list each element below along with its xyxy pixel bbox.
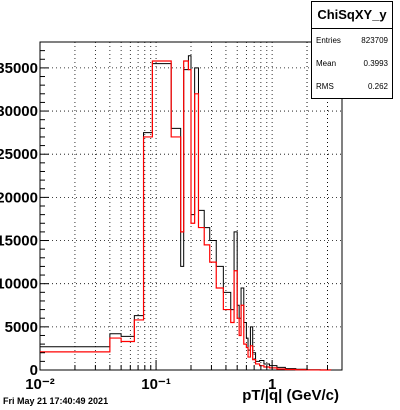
y-tick-label: 25000 — [0, 146, 38, 163]
x-tick-label: 1 — [268, 376, 276, 393]
axis-ticks: 5000 10000 15000 20000 25000 30000 35000 010⁻² 1… — [0, 41, 343, 393]
x-tick-label: 10⁻² — [25, 376, 55, 393]
stats-value: 823709 — [361, 36, 388, 45]
stats-label: Mean — [316, 59, 337, 68]
y-tick-label: 35000 — [0, 60, 38, 77]
y-tick-label: 0 — [30, 362, 38, 379]
stats-row-entries: Entries 823709 — [312, 29, 392, 52]
x-axis-title: pT/|q| (GeV/c) — [242, 387, 339, 404]
stats-row-mean: Mean 0.3993 — [312, 52, 392, 75]
x-tick-label: 10⁻¹ — [141, 376, 171, 393]
y-tick-label: 10000 — [0, 276, 38, 293]
stats-value: 0.3993 — [363, 59, 388, 68]
series-layer — [40, 55, 332, 371]
timestamp: Fri May 21 17:40:49 2021 — [3, 396, 109, 406]
y-tick-label: 30000 — [0, 103, 38, 120]
stats-box: ChiSqXY_y Entries 823709 Mean 0.3993 RMS… — [311, 1, 393, 99]
y-tick-label: 5000 — [5, 319, 38, 336]
y-tick-label: 15000 — [0, 233, 38, 250]
y-tick-label: 20000 — [0, 189, 38, 206]
stats-title: ChiSqXY_y — [312, 2, 392, 29]
stats-row-rms: RMS 0.262 — [312, 75, 392, 98]
series-red-line — [40, 60, 332, 371]
series-black-line — [40, 55, 332, 371]
stats-label: Entries — [316, 36, 341, 45]
stats-value: 0.262 — [367, 82, 388, 91]
stats-label: RMS — [316, 82, 334, 91]
